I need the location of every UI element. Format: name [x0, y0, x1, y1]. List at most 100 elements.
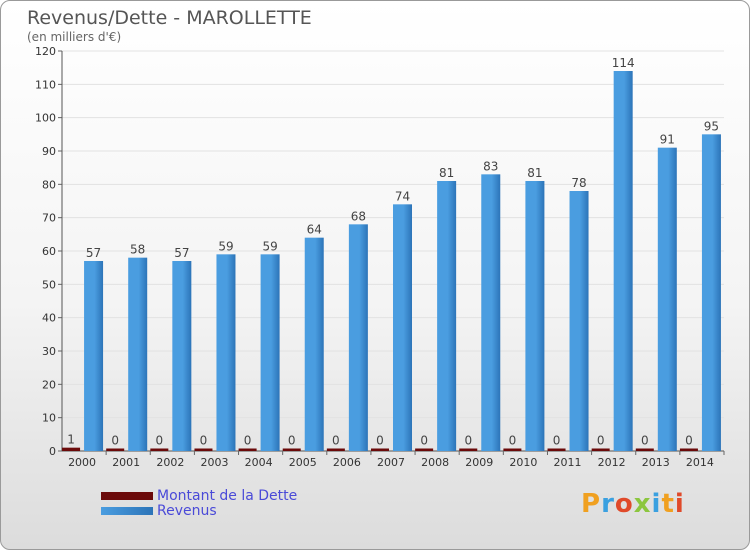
x-tick-label: 2000 — [68, 456, 96, 469]
data-label-dette: 0 — [376, 434, 384, 448]
x-tick-label: 2001 — [112, 456, 140, 469]
data-label-revenus: 81 — [527, 166, 542, 180]
x-tick-label: 2004 — [245, 456, 273, 469]
logo-letter: x — [633, 489, 652, 519]
y-tick-label: 40 — [42, 312, 56, 325]
y-tick-label: 20 — [42, 378, 56, 391]
legend: Montant de la Dette Revenus — [101, 487, 298, 519]
logo-letter: P — [581, 489, 602, 519]
y-tick-label: 90 — [42, 145, 56, 158]
bar-revenus — [260, 254, 280, 451]
legend-label-dette: Montant de la Dette — [157, 487, 298, 504]
bar-revenus — [128, 257, 148, 451]
bar-revenus — [216, 254, 236, 451]
bar-dette — [106, 448, 125, 451]
logo-letter: i — [674, 489, 685, 519]
x-tick-label: 2007 — [377, 456, 405, 469]
bar-dette — [194, 448, 213, 451]
bar-revenus — [393, 204, 412, 451]
data-label-revenus: 91 — [660, 133, 675, 147]
bar-dette — [371, 448, 389, 451]
data-label-revenus: 59 — [262, 239, 277, 253]
bar-revenus — [569, 191, 589, 451]
bar-revenus — [525, 181, 545, 451]
x-tick-label: 2005 — [289, 456, 317, 469]
data-label-revenus: 59 — [218, 239, 233, 253]
y-tick-label: 50 — [42, 278, 56, 291]
x-tick-label: 2002 — [156, 456, 184, 469]
bar-revenus — [701, 134, 721, 452]
bar-dette — [326, 448, 345, 451]
chart-title: Revenus/Dette - MAROLLETTE — [27, 7, 312, 29]
bar-dette — [282, 448, 301, 451]
bar-revenus — [437, 181, 457, 451]
data-label-dette: 0 — [200, 434, 208, 448]
data-label-dette: 1 — [67, 433, 75, 447]
bar-dette — [635, 448, 654, 451]
y-tick-label: 30 — [42, 345, 56, 358]
logo-letter: i — [651, 489, 662, 519]
y-tick-label: 10 — [42, 412, 56, 425]
data-label-dette: 0 — [553, 434, 561, 448]
logo-letter: o — [614, 489, 634, 519]
bar-revenus — [304, 237, 324, 451]
x-tick-label: 2003 — [200, 456, 228, 469]
x-tick-label: 2009 — [465, 456, 493, 469]
data-label-revenus: 81 — [439, 166, 454, 180]
data-label-revenus: 83 — [483, 159, 498, 173]
data-label-revenus: 78 — [571, 176, 586, 190]
bar-dette — [62, 447, 81, 451]
x-tick-label: 2012 — [598, 456, 626, 469]
bar-revenus — [481, 174, 501, 452]
data-label-dette: 0 — [111, 434, 119, 448]
bar-revenus — [172, 261, 192, 451]
x-tick-label: 2011 — [554, 456, 582, 469]
legend-swatch-dette — [101, 491, 153, 500]
data-label-revenus: 95 — [704, 119, 719, 133]
data-label-dette: 0 — [288, 434, 296, 448]
bar-dette — [503, 448, 522, 451]
bar-dette — [679, 448, 698, 451]
data-label-dette: 0 — [685, 434, 693, 448]
legend-swatch-revenus — [101, 506, 153, 515]
data-label-dette: 0 — [156, 434, 164, 448]
x-tick-label: 2006 — [333, 456, 361, 469]
data-label-dette: 0 — [332, 434, 340, 448]
y-tick-label: 70 — [42, 212, 56, 225]
x-tick-label: 2010 — [509, 456, 537, 469]
data-label-dette: 0 — [597, 434, 605, 448]
data-label-revenus: 114 — [612, 56, 635, 70]
x-tick-label: 2014 — [686, 456, 714, 469]
data-label-dette: 0 — [420, 434, 428, 448]
y-tick-label: 110 — [35, 78, 56, 91]
x-tick-label: 2013 — [642, 456, 670, 469]
bar-dette — [591, 448, 610, 451]
bar-dette — [238, 448, 257, 451]
y-tick-label: 100 — [35, 112, 56, 125]
y-tick-label: 80 — [42, 178, 56, 191]
bar-revenus — [613, 71, 633, 451]
data-label-dette: 0 — [641, 434, 649, 448]
logo-letter: t — [661, 489, 675, 519]
data-label-dette: 0 — [509, 434, 517, 448]
data-label-revenus: 58 — [130, 243, 145, 257]
bar-revenus — [84, 261, 104, 451]
bar-revenus — [657, 147, 677, 451]
data-label-revenus: 74 — [395, 189, 410, 203]
bar-dette — [150, 448, 169, 451]
legend-label-revenus: Revenus — [157, 502, 217, 519]
bar-revenus — [348, 224, 368, 451]
logo-letter: r — [601, 489, 615, 519]
chart-subtitle: (en milliers d'€) — [27, 30, 122, 44]
bar-dette — [415, 448, 434, 451]
y-tick-label: 120 — [35, 45, 56, 58]
y-tick-label: 0 — [49, 445, 56, 458]
legend-item-dette: Montant de la Dette — [101, 487, 298, 504]
x-tick-label: 2008 — [421, 456, 449, 469]
legend-item-revenus: Revenus — [101, 502, 297, 519]
bar-dette — [547, 448, 566, 451]
data-label-revenus: 57 — [86, 246, 101, 260]
data-label-dette: 0 — [464, 434, 472, 448]
